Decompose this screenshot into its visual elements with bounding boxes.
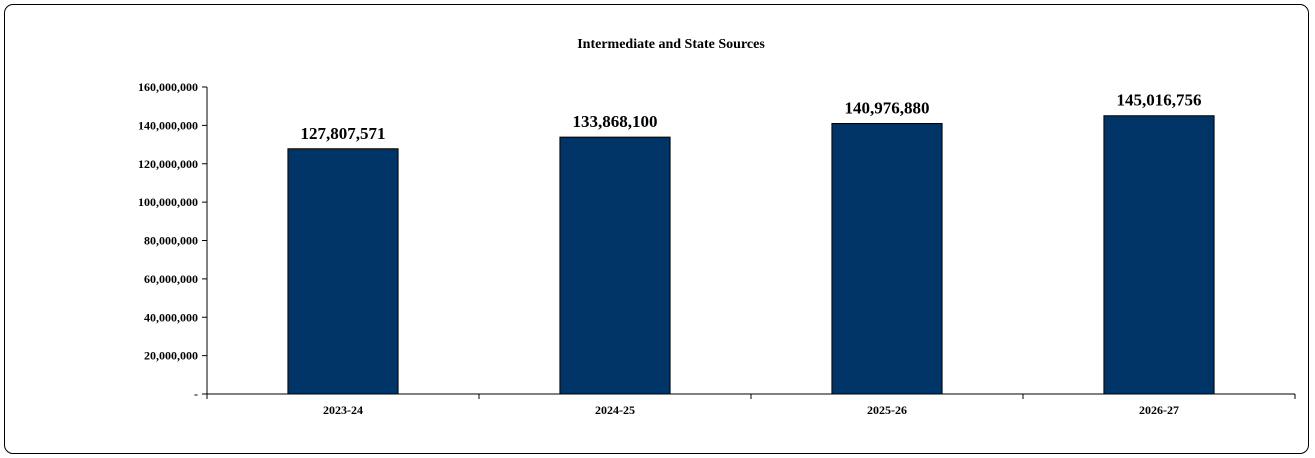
bar-2023-24 — [287, 148, 399, 395]
y-tick-label: 100,000,000 — [138, 195, 198, 209]
category-label: 2023-24 — [323, 403, 363, 417]
y-tick-label: - — [194, 387, 198, 401]
y-tick-label: 40,000,000 — [144, 310, 198, 324]
chart-title: Intermediate and State Sources — [577, 37, 765, 52]
y-axis-ticks: - 20,000,000 40,000,000 60,000,000 80,000,00… — [138, 80, 207, 401]
bar-2026-27 — [1103, 115, 1215, 395]
bar-2025-26 — [831, 123, 943, 395]
data-label: 140,976,880 — [845, 99, 930, 118]
data-label: 133,868,100 — [573, 112, 658, 131]
x-axis-ticks — [206, 394, 1296, 399]
y-tick-label: 20,000,000 — [144, 349, 198, 363]
data-label: 127,807,571 — [301, 124, 386, 143]
bars — [287, 115, 1215, 395]
bar-2024-25 — [559, 136, 671, 395]
y-tick-label: 80,000,000 — [144, 234, 198, 248]
data-labels: 127,807,571 133,868,100 140,976,880 145,016… — [301, 91, 1202, 143]
y-tick-label: 160,000,000 — [138, 80, 198, 94]
y-tick-label: 60,000,000 — [144, 272, 198, 286]
category-label: 2024-25 — [595, 403, 635, 417]
category-labels: 2023-24 2024-25 2025-26 2026-27 — [323, 403, 1179, 417]
category-label: 2025-26 — [867, 403, 907, 417]
y-tick-label: 140,000,000 — [138, 118, 198, 132]
category-label: 2026-27 — [1139, 403, 1179, 417]
data-label: 145,016,756 — [1117, 91, 1202, 110]
y-tick-label: 120,000,000 — [138, 157, 198, 171]
